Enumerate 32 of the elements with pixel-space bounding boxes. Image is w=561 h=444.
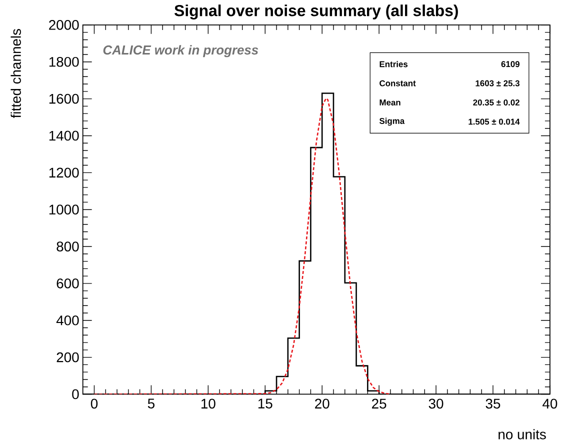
y-tick-label: 200 xyxy=(56,352,79,362)
annotation: Sigma xyxy=(379,118,405,126)
x-tick-label: 15 xyxy=(258,398,272,408)
annotation: 20.35 ± 0.02 xyxy=(473,99,520,106)
x-tick-label: 10 xyxy=(201,398,216,409)
y-tick-label: 400 xyxy=(56,315,79,326)
y-tick-label: 600 xyxy=(56,278,79,288)
x-tick-label: 30 xyxy=(428,398,444,409)
chart-title: Signal over noise summary (all slabs) xyxy=(174,4,458,20)
x-tick-label: 0 xyxy=(90,398,98,409)
y-tick-label: 1400 xyxy=(49,130,79,141)
x-tick-label: 35 xyxy=(486,398,500,409)
y-tick-label: 1200 xyxy=(49,168,79,178)
y-tick-label: 0 xyxy=(72,389,79,400)
x-tick-label: 20 xyxy=(315,398,330,409)
y-tick-label: 1800 xyxy=(49,56,79,67)
x-tick-label: 25 xyxy=(372,398,386,409)
annotation: Entries xyxy=(380,60,408,68)
x-axis-title: no units xyxy=(498,429,546,440)
annotation: 1603 ± 25.3 xyxy=(476,80,520,86)
y-tick-label: 800 xyxy=(56,242,79,252)
y-tick-label: 1000 xyxy=(49,204,79,214)
x-tick-label: 40 xyxy=(542,398,558,409)
annotation: CALICE work in progress xyxy=(103,45,258,58)
annotation: 6109 xyxy=(501,61,520,68)
y-tick-label: 1600 xyxy=(49,94,79,104)
annotation: Mean xyxy=(380,99,400,106)
y-tick-label: 2000 xyxy=(49,20,79,30)
annotation: 1.505 ± 0.014 xyxy=(468,118,520,125)
x-tick-label: 5 xyxy=(148,398,154,408)
annotation: Constant xyxy=(380,80,416,86)
y-axis-title: fitted channels xyxy=(10,28,21,118)
